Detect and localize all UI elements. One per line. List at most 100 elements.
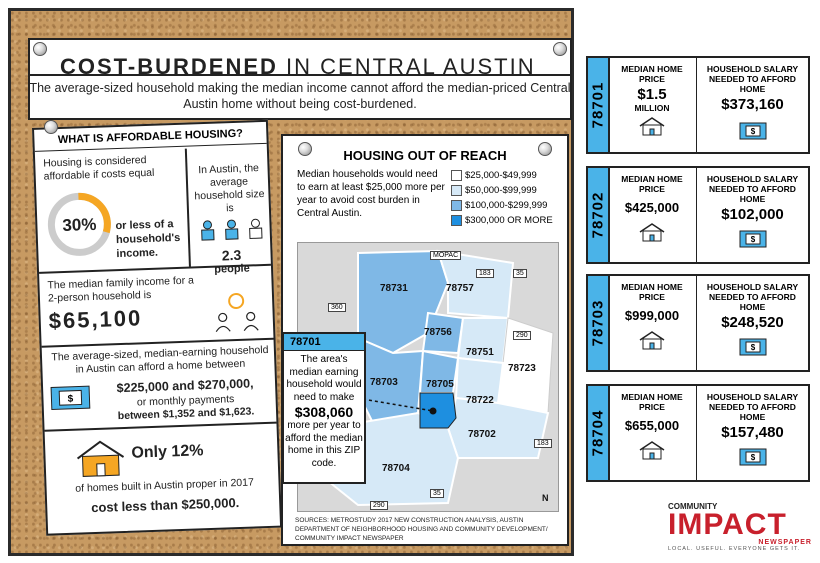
page-subtitle: The average-sized household making the m… — [29, 81, 571, 111]
afford-text: The average-sized, median-earning househ… — [51, 343, 269, 376]
legend-swatch — [451, 185, 462, 196]
svg-text:$: $ — [750, 235, 755, 244]
zip-card-78702: 78702 MEDIAN HOME PRICE $425,000 HOUSEHO… — [586, 166, 810, 264]
only-tail: cost less than $250,000. — [90, 494, 240, 516]
price-label: MEDIAN HOME PRICE — [621, 282, 683, 302]
salary-label: HOUSEHOLD SALARY NEEDED TO AFFORD HOME — [706, 392, 799, 422]
road-marker: 35 — [513, 269, 527, 278]
legend-label: $300,000 OR MORE — [465, 215, 553, 226]
price-label: MEDIAN HOME PRICE — [621, 392, 683, 412]
road-marker: 290 — [513, 331, 531, 340]
percent-tail: or less of a household's income. — [115, 218, 181, 261]
zip-card-78703: 78703 MEDIAN HOME PRICE $999,000 HOUSEHO… — [586, 274, 810, 372]
callout-zip: 78701 — [284, 334, 364, 351]
zip-card-78701: 78701 MEDIAN HOME PRICE $1.5 MILLION HOU… — [586, 56, 810, 154]
zip-tab: 78701 — [588, 58, 610, 152]
map-description: Median households would need to earn at … — [297, 169, 445, 219]
map-title: HOUSING OUT OF REACH — [343, 148, 507, 163]
median-price-col: MEDIAN HOME PRICE $1.5 MILLION — [610, 58, 694, 142]
legend-swatch — [451, 170, 462, 181]
zip-code: 78704 — [589, 409, 607, 457]
house-icon — [639, 331, 665, 350]
salary-label: HOUSEHOLD SALARY NEEDED TO AFFORD HOME — [706, 64, 799, 94]
zip-label: 78703 — [370, 377, 398, 388]
zip-code: 78701 — [589, 81, 607, 129]
north-arrow-icon: N — [542, 493, 549, 503]
logo-main: IMPACT — [668, 508, 787, 541]
pushpin-icon — [33, 42, 47, 56]
cash-icon: $ — [739, 122, 766, 140]
salary-value: $373,160 — [721, 96, 784, 113]
title-underline — [28, 74, 572, 76]
logo-sub: NEWSPAPER — [758, 539, 812, 546]
salary-col: HOUSEHOLD SALARY NEEDED TO AFFORD HOME $… — [696, 168, 808, 262]
road-marker: MOPAC — [430, 251, 462, 260]
svg-text:$: $ — [750, 343, 755, 352]
cash-icon: $ — [739, 448, 766, 466]
price-value: $425,000 — [624, 200, 680, 215]
road-marker: 183 — [476, 269, 494, 278]
zip-label: 78731 — [380, 283, 408, 294]
salary-value: $102,000 — [721, 206, 784, 223]
legend-item: $25,000-$49,999 — [451, 170, 553, 181]
salary-col: HOUSEHOLD SALARY NEEDED TO AFFORD HOME $… — [696, 386, 808, 480]
cash-icon: $ — [739, 338, 766, 356]
binder-clip-icon — [538, 142, 552, 156]
zip-map: 78731 78757 78756 78751 78723 78703 7870… — [297, 242, 559, 512]
pushpin-icon — [298, 142, 312, 156]
svg-text:$: $ — [750, 127, 755, 136]
callout-text: more per year to afford the median home … — [285, 420, 363, 469]
affordable-housing-card: WHAT IS AFFORDABLE HOUSING? Housing is c… — [32, 119, 283, 536]
divider-vertical — [184, 148, 191, 267]
house-icon — [639, 223, 665, 242]
title-card — [28, 38, 572, 120]
zip-tab: 78703 — [588, 276, 610, 370]
zip-label: 78751 — [466, 347, 494, 358]
zip-tab: 78704 — [588, 386, 610, 480]
map-legend: $25,000-$49,999 $50,000-$99,999 $100,000… — [451, 170, 553, 230]
percent-value: 30% — [62, 214, 97, 235]
road-marker: 290 — [370, 501, 388, 510]
salary-col: HOUSEHOLD SALARY NEEDED TO AFFORD HOME $… — [696, 276, 808, 370]
legend-item: $100,000-$299,999 — [451, 200, 553, 211]
only-percent: Only 12% — [131, 442, 204, 462]
legend-swatch — [451, 200, 462, 211]
zip-code: 78702 — [589, 191, 607, 239]
salary-label: HOUSEHOLD SALARY NEEDED TO AFFORD HOME — [706, 282, 799, 312]
zip-label: 78702 — [468, 429, 496, 440]
svg-text:$: $ — [750, 453, 755, 462]
zip-label: 78705 — [426, 379, 454, 390]
zip-label: 78756 — [424, 327, 452, 338]
price-value: $999,000 — [624, 308, 680, 323]
legend-label: $25,000-$49,999 — [465, 170, 537, 181]
only-text: of homes built in Austin proper in 2017 — [75, 476, 255, 495]
zip-label: 78723 — [508, 363, 536, 374]
zip-label: 78757 — [446, 283, 474, 294]
percent-ring-icon — [47, 192, 111, 256]
price-value: $1.5 — [637, 86, 667, 103]
median-price-col: MEDIAN HOME PRICE $425,000 — [610, 168, 694, 248]
logo-top: COMMUNITY — [668, 502, 718, 511]
divider-horizontal — [44, 421, 277, 432]
community-impact-logo: COMMUNITY IMPACT NEWSPAPER LOCAL. USEFUL… — [668, 502, 812, 552]
legend-item: $300,000 OR MORE — [451, 215, 553, 226]
zip-card-78704: 78704 MEDIAN HOME PRICE $655,000 HOUSEHO… — [586, 384, 810, 482]
median-price-col: MEDIAN HOME PRICE $655,000 — [610, 386, 694, 466]
household-size-text: In Austin, the average household size is — [194, 162, 265, 215]
salary-label: HOUSEHOLD SALARY NEEDED TO AFFORD HOME — [706, 174, 799, 204]
road-marker: 360 — [328, 303, 346, 312]
price-value: $655,000 — [624, 418, 680, 433]
svg-text:$: $ — [68, 394, 74, 405]
salary-col: HOUSEHOLD SALARY NEEDED TO AFFORD HOME $… — [696, 58, 808, 152]
road-marker: 35 — [430, 489, 444, 498]
page-title: COST-BURDENED IN CENTRAL AUSTIN — [60, 54, 536, 80]
median-price-col: MEDIAN HOME PRICE $999,000 — [610, 276, 694, 356]
house-icon — [639, 441, 665, 460]
zip-label: 78722 — [466, 395, 494, 406]
logo-tagline: LOCAL. USEFUL. EVERYONE GETS IT. — [668, 546, 801, 552]
legend-label: $100,000-$299,999 — [465, 200, 548, 211]
zip-code: 78703 — [589, 299, 607, 347]
cash-icon: $ — [50, 385, 91, 410]
zip-label: 78704 — [382, 463, 410, 474]
zip-tab: 78702 — [588, 168, 610, 262]
